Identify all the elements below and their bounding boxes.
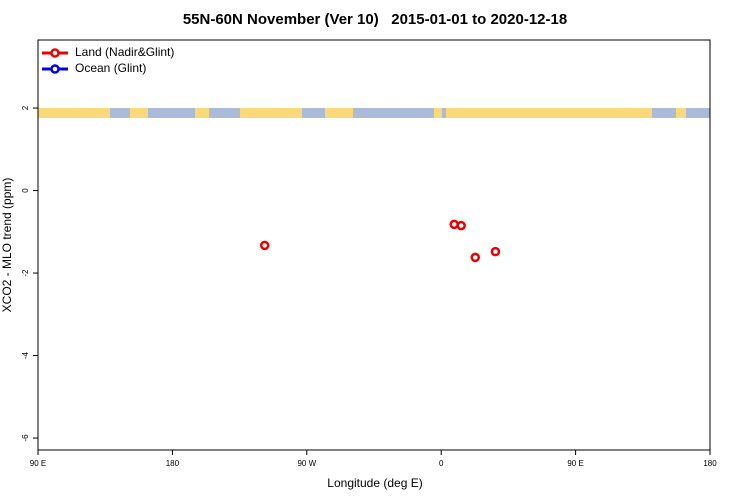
point <box>490 246 501 257</box>
y-tick-label: -2 <box>21 269 30 277</box>
y-tick-label: -6 <box>21 434 30 442</box>
legend-marker <box>50 64 60 74</box>
x-tick-label: 180 <box>703 459 717 468</box>
y-tick-label: -4 <box>21 351 30 359</box>
y-tick-label: 2 <box>21 105 30 110</box>
plot-frame <box>37 39 711 451</box>
x-tick-label: 180 <box>166 459 180 468</box>
legend-label: Ocean (Glint) <box>75 61 146 75</box>
y-axis-label: XCO2 - MLO trend (ppm) <box>0 178 14 313</box>
y-tick-label: 0 <box>21 188 30 193</box>
map-strip <box>38 108 710 118</box>
chart-title: 55N-60N November (Ver 10) 2015-01-01 to … <box>183 11 567 28</box>
point <box>470 252 480 263</box>
x-tick-label: 90 W <box>297 459 316 468</box>
x-tick-label: 90 E <box>567 459 583 468</box>
legend-marker <box>50 48 60 58</box>
point <box>456 220 466 231</box>
point <box>259 240 270 251</box>
legend-label: Land (Nadir&Glint) <box>75 45 174 59</box>
x-tick-label: 0 <box>439 459 444 468</box>
x-tick-label: 90 E <box>30 459 46 468</box>
x-axis-label: Longitude (deg E) <box>327 476 422 490</box>
